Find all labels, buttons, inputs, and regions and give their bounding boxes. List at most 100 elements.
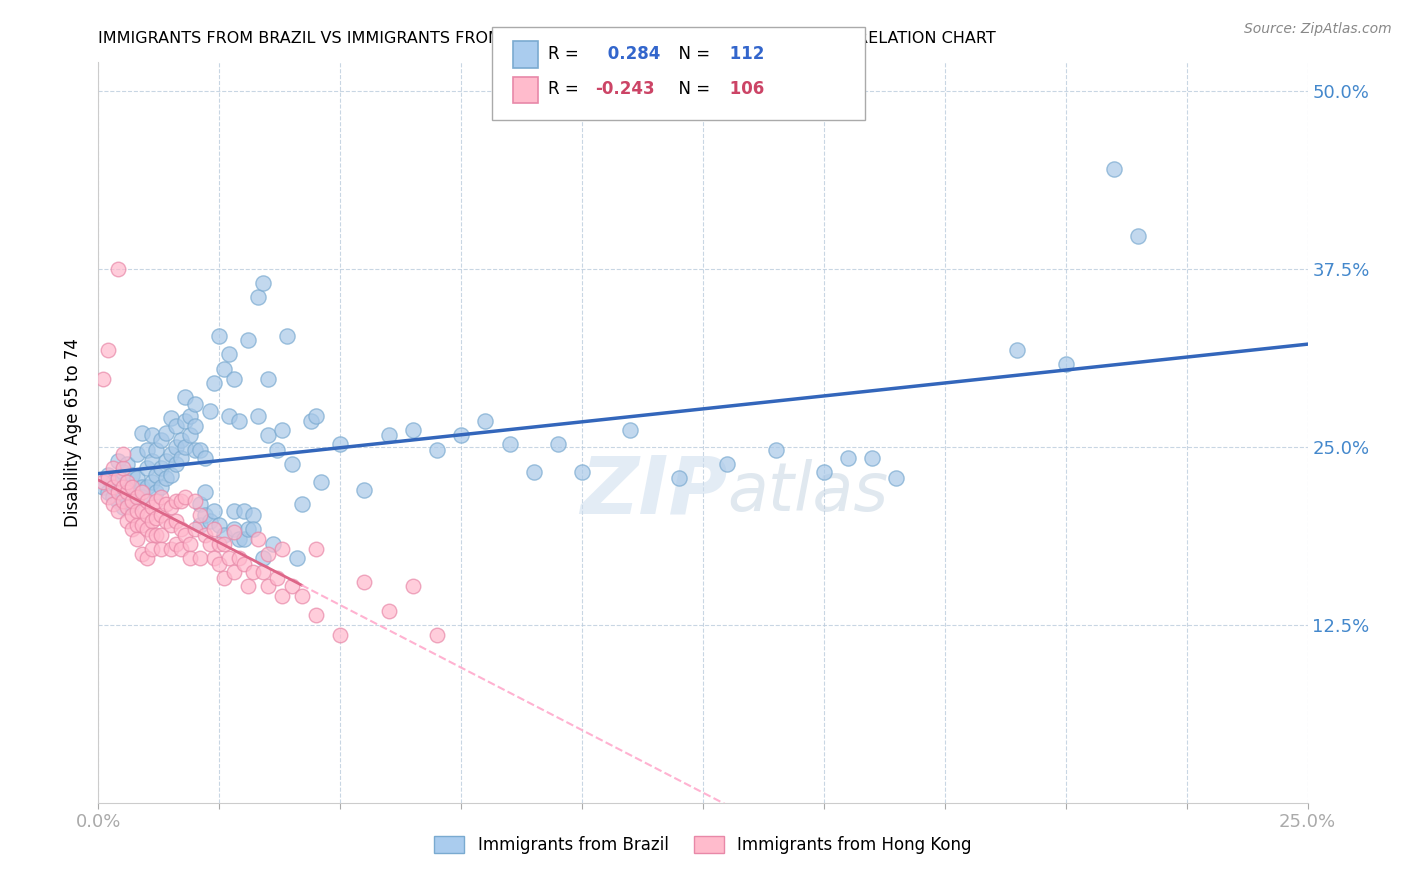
- Point: [474, 414, 496, 428]
- Point: [107, 261, 129, 276]
- Point: [111, 500, 134, 514]
- Point: [228, 533, 250, 547]
- Point: [179, 428, 201, 442]
- Point: [377, 428, 399, 442]
- Point: [155, 425, 177, 440]
- Point: [523, 466, 546, 480]
- Text: Source: ZipAtlas.com: Source: ZipAtlas.com: [1244, 22, 1392, 37]
- Point: [204, 550, 226, 565]
- Point: [127, 485, 149, 500]
- Point: [204, 504, 226, 518]
- Point: [131, 425, 153, 440]
- Point: [111, 494, 134, 508]
- Point: [232, 533, 254, 547]
- Point: [247, 290, 270, 304]
- Point: [271, 590, 294, 604]
- Point: [886, 471, 908, 485]
- Point: [402, 423, 425, 437]
- Point: [188, 442, 211, 457]
- Point: [212, 528, 235, 542]
- Point: [91, 480, 114, 494]
- Point: [194, 528, 217, 542]
- Point: [256, 428, 278, 442]
- Point: [117, 500, 139, 514]
- Point: [117, 485, 139, 500]
- Point: [218, 409, 240, 423]
- Text: R =: R =: [548, 80, 585, 98]
- Point: [101, 461, 124, 475]
- Point: [238, 579, 260, 593]
- Point: [121, 483, 143, 497]
- Point: [135, 442, 157, 457]
- Text: IMMIGRANTS FROM BRAZIL VS IMMIGRANTS FROM HONG KONG DISABILITY AGE 65 TO 74 CORR: IMMIGRANTS FROM BRAZIL VS IMMIGRANTS FRO…: [98, 31, 997, 46]
- Point: [117, 457, 139, 471]
- Point: [145, 468, 167, 483]
- Point: [242, 508, 264, 523]
- Point: [271, 542, 294, 557]
- Point: [571, 466, 593, 480]
- Point: [97, 343, 120, 357]
- Point: [174, 414, 197, 428]
- Point: [155, 497, 177, 511]
- Point: [174, 440, 197, 454]
- Point: [198, 514, 221, 528]
- Point: [169, 433, 191, 447]
- Point: [165, 457, 187, 471]
- Point: [837, 451, 859, 466]
- Point: [160, 500, 183, 514]
- Point: [765, 442, 787, 457]
- Point: [97, 468, 120, 483]
- Text: R =: R =: [548, 45, 585, 62]
- Point: [204, 523, 226, 537]
- Point: [204, 376, 226, 390]
- Text: -0.243: -0.243: [595, 80, 654, 98]
- Point: [160, 518, 183, 533]
- Point: [127, 504, 149, 518]
- Text: N =: N =: [668, 80, 716, 98]
- Point: [121, 508, 143, 523]
- Point: [121, 497, 143, 511]
- Point: [247, 533, 270, 547]
- Point: [111, 447, 134, 461]
- Point: [117, 475, 139, 490]
- Point: [165, 536, 187, 550]
- Point: [1007, 343, 1029, 357]
- Legend: Immigrants from Brazil, Immigrants from Hong Kong: Immigrants from Brazil, Immigrants from …: [427, 830, 979, 861]
- Point: [256, 371, 278, 385]
- Point: [174, 490, 197, 504]
- Point: [232, 557, 254, 571]
- Point: [145, 494, 167, 508]
- Point: [619, 423, 641, 437]
- Point: [135, 494, 157, 508]
- Point: [121, 523, 143, 537]
- Point: [101, 497, 124, 511]
- Point: [266, 442, 288, 457]
- Point: [141, 500, 163, 514]
- Point: [222, 525, 245, 540]
- Point: [353, 575, 375, 590]
- Point: [127, 490, 149, 504]
- Point: [169, 494, 191, 508]
- Point: [121, 468, 143, 483]
- Point: [1102, 162, 1125, 177]
- Point: [179, 409, 201, 423]
- Point: [141, 528, 163, 542]
- Point: [141, 454, 163, 468]
- Point: [208, 557, 231, 571]
- Point: [329, 437, 352, 451]
- Point: [247, 409, 270, 423]
- Point: [107, 504, 129, 518]
- Point: [131, 480, 153, 494]
- Point: [179, 550, 201, 565]
- Point: [97, 490, 120, 504]
- Point: [127, 518, 149, 533]
- Point: [155, 514, 177, 528]
- Point: [228, 550, 250, 565]
- Point: [131, 518, 153, 533]
- Point: [184, 397, 207, 411]
- Point: [256, 579, 278, 593]
- Point: [353, 483, 375, 497]
- Point: [150, 461, 173, 475]
- Point: [160, 411, 183, 425]
- Point: [426, 628, 449, 642]
